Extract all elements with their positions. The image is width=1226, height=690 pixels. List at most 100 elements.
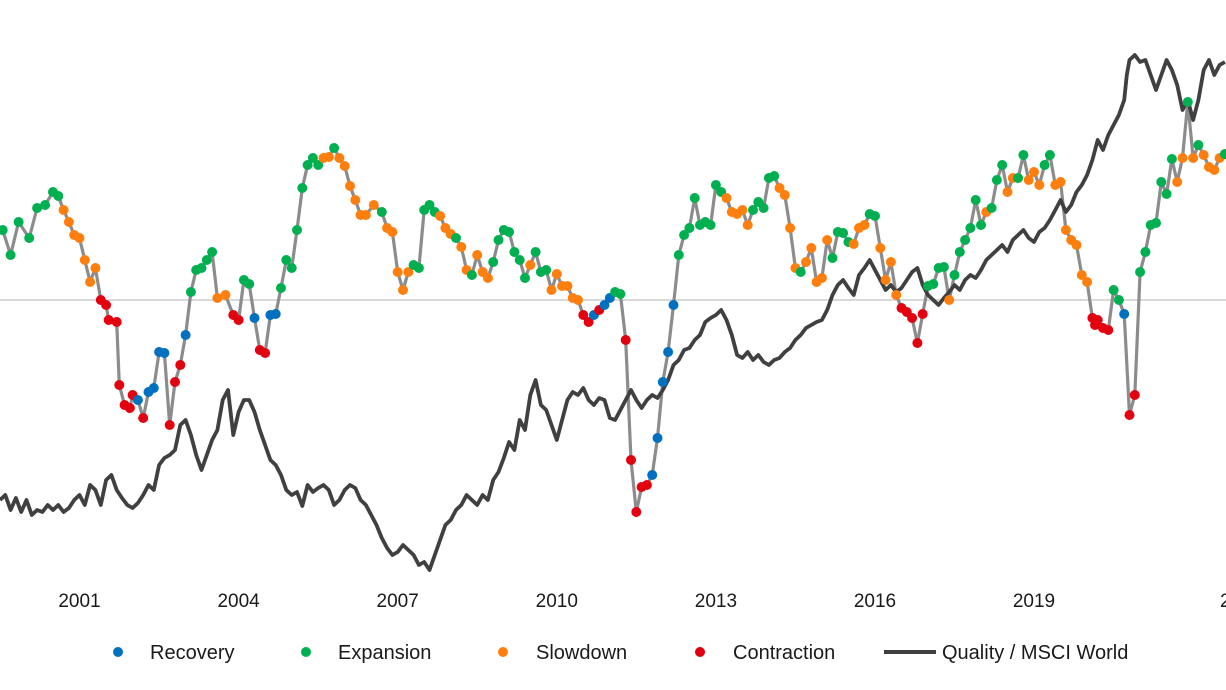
cycle-point-expansion xyxy=(938,262,949,272)
cycle-point-expansion xyxy=(307,153,318,163)
legend-item-slowdown: Slowdown xyxy=(498,642,627,664)
x-tick-label: 2001 xyxy=(58,591,100,612)
cycle-point-slowdown xyxy=(1034,180,1045,190)
cycle-point-contraction xyxy=(101,300,112,310)
cycle-point-expansion xyxy=(541,265,552,275)
cycle-point-recovery xyxy=(599,300,610,310)
legend-marker xyxy=(301,647,311,657)
cycle-point-recovery xyxy=(647,470,658,480)
cycle-point-slowdown xyxy=(1172,177,1183,187)
cycle-point-contraction xyxy=(233,315,244,325)
cycle-point-expansion xyxy=(424,200,435,210)
cycle-point-slowdown xyxy=(848,239,859,249)
cycle-point-expansion xyxy=(520,273,530,283)
cycle-point-slowdown xyxy=(360,210,371,220)
cycle-point-expansion xyxy=(795,267,806,277)
legend-item-contraction: Contraction xyxy=(695,642,835,664)
cycle-point-contraction xyxy=(917,309,928,319)
cycle-point-slowdown xyxy=(525,260,536,270)
cycle-point-contraction xyxy=(124,403,135,413)
cycle-point-slowdown xyxy=(822,235,833,245)
cycle-point-expansion xyxy=(1039,160,1050,170)
cycle-point-slowdown xyxy=(58,205,69,215)
plot-area xyxy=(0,53,1226,572)
cycle-point-recovery xyxy=(159,348,170,358)
cycle-point-contraction xyxy=(912,338,923,348)
legend-label: Expansion xyxy=(338,642,431,664)
cycle-point-expansion xyxy=(509,247,520,257)
cycle-point-recovery xyxy=(270,309,281,319)
cycle-point-contraction xyxy=(907,313,918,323)
cycle-point-expansion xyxy=(451,233,461,243)
cycle-point-slowdown xyxy=(1029,167,1039,177)
cycle-point-expansion xyxy=(954,247,965,257)
cycle-point-slowdown xyxy=(774,183,785,193)
cycle-point-recovery xyxy=(663,347,674,357)
cycle-point-contraction xyxy=(1124,410,1135,420)
cycle-point-expansion xyxy=(748,205,758,215)
cycle-point-expansion xyxy=(504,227,515,237)
cycle-point-expansion xyxy=(40,200,51,210)
cycle-point-slowdown xyxy=(816,273,827,283)
cycle-point-expansion xyxy=(673,250,684,260)
cycle-point-expansion xyxy=(281,255,292,265)
cycle-point-expansion xyxy=(413,263,424,273)
legend-label: Slowdown xyxy=(536,642,627,664)
cycle-point-expansion xyxy=(466,270,477,280)
cycle-point-slowdown xyxy=(742,220,753,230)
cycle-point-recovery xyxy=(668,300,679,310)
cycle-point-expansion xyxy=(1166,154,1177,164)
cycle-point-contraction xyxy=(164,420,175,430)
cycle-point-expansion xyxy=(514,255,525,265)
legend-item-recovery: Recovery xyxy=(113,642,234,664)
cycle-point-contraction xyxy=(260,348,271,358)
cycle-point-expansion xyxy=(684,223,695,233)
cycle-point-expansion xyxy=(949,270,960,280)
cycle-point-expansion xyxy=(244,279,255,289)
legend-marker xyxy=(498,647,508,657)
cycle-point-slowdown xyxy=(220,290,231,300)
cycle-point-slowdown xyxy=(456,242,467,252)
cycle-point-expansion xyxy=(32,203,43,213)
cycle-point-slowdown xyxy=(875,243,886,253)
cycle-point-slowdown xyxy=(350,195,361,205)
cycle-point-slowdown xyxy=(212,293,223,303)
cycle-point-expansion xyxy=(286,263,297,273)
cycle-point-contraction xyxy=(620,335,631,345)
cycle-point-slowdown xyxy=(573,295,583,305)
cycle-point-expansion xyxy=(313,160,324,170)
quality-msci-world-line xyxy=(0,53,1226,572)
cycle-point-expansion xyxy=(1135,267,1146,277)
cycle-point-expansion xyxy=(689,193,700,203)
cycle-point-slowdown xyxy=(403,267,414,277)
cycle-point-slowdown xyxy=(74,233,85,243)
legend-marker xyxy=(695,647,705,657)
x-tick-label: 2007 xyxy=(377,591,419,612)
cycle-point-slowdown xyxy=(546,285,557,295)
legend-item-expansion: Expansion xyxy=(301,642,431,664)
cycle-point-expansion xyxy=(1018,150,1029,160)
cycle-point-slowdown xyxy=(806,243,817,253)
cycle-point-expansion xyxy=(13,217,24,227)
cycle-point-contraction xyxy=(175,360,186,370)
cycle-point-slowdown xyxy=(801,257,811,267)
cycle-point-slowdown xyxy=(721,193,732,203)
cycle-point-slowdown xyxy=(392,267,403,277)
cycle-point-contraction xyxy=(1103,325,1114,335)
cycle-point-expansion xyxy=(201,255,212,265)
cycle-point-slowdown xyxy=(1082,277,1093,287)
cycle-point-expansion xyxy=(1182,97,1193,107)
cycle-point-expansion xyxy=(196,263,207,273)
cycle-point-expansion xyxy=(769,171,780,181)
cycle-point-slowdown xyxy=(779,190,790,200)
cycle-point-slowdown xyxy=(398,285,408,295)
cycle-point-slowdown xyxy=(551,269,562,279)
cycle-point-expansion xyxy=(1140,247,1151,257)
x-tick-label: 2016 xyxy=(854,591,896,612)
cycle-point-slowdown xyxy=(1055,177,1066,187)
cycle-point-slowdown xyxy=(737,205,748,215)
cycle-point-slowdown xyxy=(891,290,902,300)
cycle-point-expansion xyxy=(991,175,1002,185)
cycle-point-slowdown xyxy=(339,161,350,171)
